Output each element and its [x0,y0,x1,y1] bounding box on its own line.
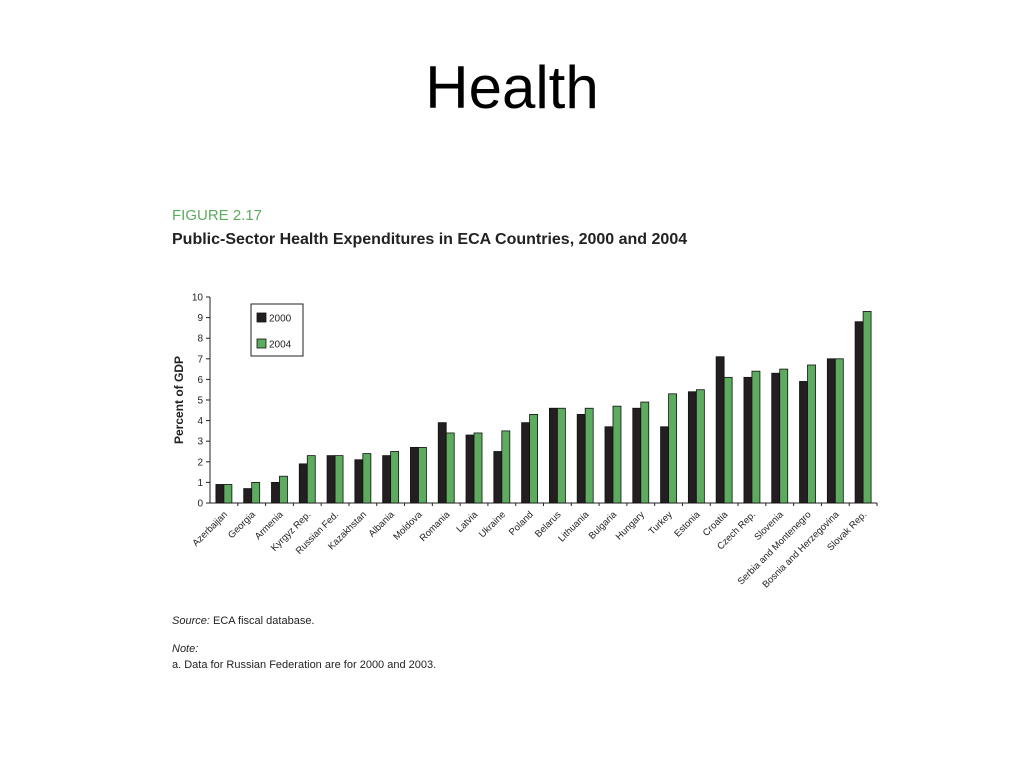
bar-2000 [215,484,225,504]
bar-2004 [390,451,400,504]
legend-label-2004: 2004 [269,340,292,351]
bar-2004 [223,484,233,504]
bar-2000 [382,455,392,504]
legend-swatch-2000 [256,312,267,323]
bar-2000 [826,358,836,504]
x-tick-label: Ukraine [477,509,508,540]
x-tick-label: Estonia [672,509,703,540]
y-tick-label: 0 [197,499,203,510]
x-tick-label: Hungary [614,509,647,542]
bar-2000 [548,407,558,504]
bar-2000 [660,426,669,504]
note-text: a. Data for Russian Federation are for 2… [172,659,437,671]
bar-2000 [493,451,503,504]
bar-2004 [418,446,427,504]
bar-2004 [251,481,261,504]
bar-2004 [640,401,650,504]
bar-2004 [612,405,622,504]
legend-label-2000: 2000 [269,314,292,325]
bar-2004 [306,455,316,504]
bar-2000 [715,356,725,504]
slide-title: Health [425,54,599,121]
x-tick-label: Lithuania [556,509,592,545]
bar-2004 [362,453,372,504]
y-tick-label: 10 [192,293,204,304]
bar-2000 [298,463,308,504]
bar-2000 [243,488,253,504]
x-tick-label: Poland [507,509,536,538]
y-tick-label: 5 [197,396,203,407]
bar-2004 [445,432,455,504]
y-tick-label: 2 [197,457,203,468]
bar-2000 [604,426,614,504]
bar-2004 [834,358,844,504]
bar-2000 [687,391,697,504]
bar-2004 [501,430,511,504]
y-tick-label: 9 [197,313,203,324]
bar-2000 [521,422,531,504]
y-tick-label: 7 [197,354,203,365]
bar-2004 [556,407,566,504]
bar-2000 [354,459,364,504]
y-tick-label: 1 [197,478,203,489]
x-tick-label: Turkey [647,509,675,537]
bar-2004 [723,376,733,504]
bar-2004 [751,370,761,504]
bar-2000 [854,321,864,504]
note-label: Note: [172,643,199,655]
bar-2000 [410,446,419,504]
source-text: ECA fiscal database. [212,615,315,627]
bar-2000 [771,372,781,504]
bar-2004 [668,393,677,504]
bar-2000 [576,414,586,504]
figure-label: FIGURE 2.17 [172,207,263,224]
bar-2004 [779,368,789,504]
bar-2000 [632,407,642,504]
x-tick-label: Azerbaijan [190,509,230,549]
bar-2004 [807,364,816,504]
bar-2004 [473,432,483,504]
bar-2000 [326,455,336,504]
bar-2004 [279,475,288,504]
x-tick-label: Romania [418,509,453,544]
bar-2004 [334,455,344,504]
source-label: Source: [172,615,210,627]
source-line: Source: ECA fiscal database. [172,615,315,627]
figure-title: Public-Sector Health Expenditures in ECA… [172,231,688,248]
y-tick-label: 6 [197,375,203,386]
bar-2000 [743,376,753,504]
y-tick-label: 8 [197,334,203,345]
y-tick-label: 4 [197,416,203,427]
y-axis-label: Percent of GDP [172,356,186,444]
bar-2000 [437,422,447,504]
legend-swatch-2004 [256,338,267,349]
bar-2004 [695,389,705,504]
x-tick-label: Latvia [454,509,480,535]
bar-2004 [862,311,872,504]
bar-2000 [465,434,475,504]
bar-2004 [529,414,539,504]
bar-2000 [271,481,280,504]
bar-2004 [584,407,594,504]
bar-2000 [799,381,808,504]
y-tick-label: 3 [197,437,203,448]
